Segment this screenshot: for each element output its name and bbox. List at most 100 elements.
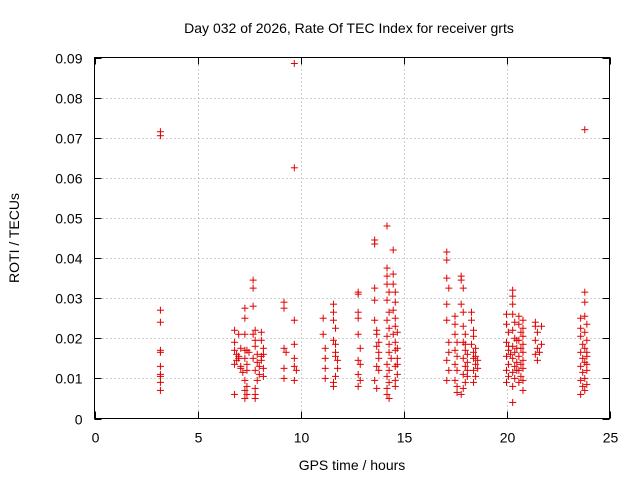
data-point xyxy=(385,308,393,316)
data-point xyxy=(375,348,383,356)
data-point xyxy=(519,386,527,394)
data-point xyxy=(290,340,298,348)
data-point xyxy=(459,370,467,378)
x-tick-label: 25 xyxy=(603,430,619,446)
data-point xyxy=(470,366,478,374)
data-point xyxy=(579,340,587,348)
data-point xyxy=(581,126,589,134)
data-point xyxy=(472,360,480,368)
data-point xyxy=(461,346,469,354)
data-point xyxy=(461,362,469,370)
data-point xyxy=(519,348,527,356)
data-point xyxy=(577,362,585,370)
data-point xyxy=(231,326,239,334)
data-point xyxy=(290,354,298,362)
data-point xyxy=(443,248,451,256)
data-point xyxy=(354,308,362,316)
data-point xyxy=(451,346,459,354)
y-tick-label: 0.08 xyxy=(55,91,82,107)
data-point xyxy=(259,364,267,372)
data-point xyxy=(581,386,589,394)
data-point xyxy=(538,340,546,348)
data-point xyxy=(443,316,451,324)
data-point xyxy=(389,280,397,288)
data-point xyxy=(371,316,379,324)
y-tick-label: 0.09 xyxy=(55,51,82,67)
data-point xyxy=(371,376,379,384)
data-point xyxy=(373,362,381,370)
y-tick-label: 0.06 xyxy=(55,171,82,187)
data-point xyxy=(319,314,327,322)
data-point xyxy=(354,330,362,338)
data-point xyxy=(511,374,519,382)
data-point xyxy=(457,276,465,284)
data-point xyxy=(459,308,467,316)
data-point xyxy=(519,356,527,364)
data-point xyxy=(375,338,383,346)
data-point xyxy=(445,284,453,292)
data-point xyxy=(581,298,589,306)
data-point xyxy=(251,384,259,392)
data-point xyxy=(290,60,298,68)
data-point xyxy=(354,356,362,364)
grid-lines xyxy=(94,57,610,419)
data-point xyxy=(356,344,364,352)
data-point xyxy=(443,300,451,308)
data-point xyxy=(249,354,257,362)
data-point xyxy=(461,378,469,386)
data-point xyxy=(383,390,391,398)
data-points xyxy=(156,60,591,406)
data-point xyxy=(290,362,298,370)
data-point xyxy=(383,316,391,324)
data-point xyxy=(453,388,461,396)
data-point xyxy=(243,390,251,398)
data-point xyxy=(329,316,337,324)
data-point xyxy=(241,304,249,312)
data-point xyxy=(383,360,391,368)
data-point xyxy=(503,366,510,374)
data-point xyxy=(383,264,391,272)
data-point xyxy=(391,298,399,306)
data-point xyxy=(385,340,393,348)
data-point xyxy=(249,276,257,284)
x-tick-label: 5 xyxy=(195,430,203,446)
y-axis-label: ROTI / TECUs xyxy=(6,193,22,283)
data-point xyxy=(583,366,591,374)
data-point xyxy=(332,340,340,348)
data-point xyxy=(156,362,164,370)
data-point xyxy=(474,364,482,372)
data-point xyxy=(371,240,379,248)
data-point xyxy=(243,366,251,374)
data-point xyxy=(393,354,401,362)
y-tick-label: 0.03 xyxy=(55,291,82,307)
data-point xyxy=(391,322,399,330)
data-point xyxy=(245,348,253,356)
data-point xyxy=(251,394,259,402)
data-point xyxy=(515,352,523,360)
data-point xyxy=(354,370,362,378)
data-point xyxy=(470,348,478,356)
data-point xyxy=(251,326,259,334)
data-point xyxy=(239,368,247,376)
x-tick-label: 20 xyxy=(500,430,516,446)
data-point xyxy=(249,284,257,292)
data-point xyxy=(156,132,164,140)
data-point xyxy=(389,306,397,314)
data-point xyxy=(509,368,517,376)
data-point xyxy=(237,344,245,352)
data-point xyxy=(257,336,265,344)
data-point xyxy=(509,300,517,308)
data-point xyxy=(445,348,453,356)
data-point xyxy=(319,330,327,338)
data-point xyxy=(243,382,251,390)
data-point xyxy=(503,320,510,328)
data-point xyxy=(470,332,478,340)
data-point xyxy=(503,338,510,346)
data-point xyxy=(538,322,546,330)
data-point xyxy=(354,314,362,322)
data-point xyxy=(243,360,251,368)
data-point xyxy=(241,386,249,394)
data-point xyxy=(453,352,461,360)
data-point xyxy=(451,320,459,328)
